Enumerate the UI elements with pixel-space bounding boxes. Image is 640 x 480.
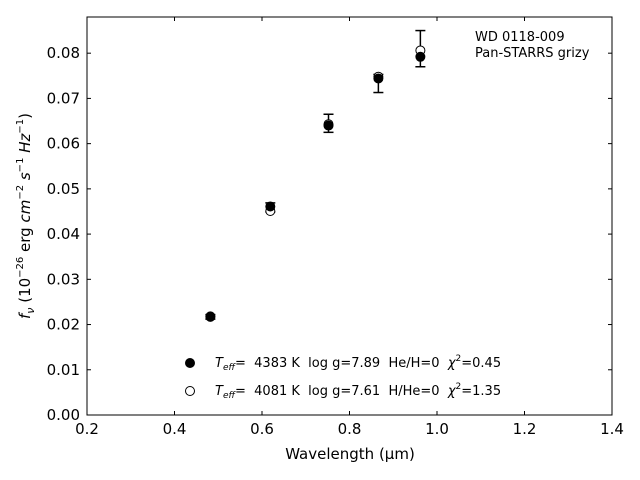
model-point-filled [265, 201, 276, 212]
y-tick-label: 0.07 [47, 89, 80, 107]
x-tick-label: 1.2 [513, 420, 537, 438]
model-point-filled [323, 120, 334, 131]
y-tick-label: 0.04 [47, 225, 80, 243]
y-tick-label: 0.03 [47, 270, 80, 288]
model-point-filled [373, 73, 384, 84]
object-name-annotation: WD 0118-009 [475, 30, 565, 45]
legend: Teff= 4383 K log g=7.89 He/H=0 χ2=0.45 T… [185, 354, 501, 401]
x-tick-label: 0.8 [338, 420, 362, 438]
legend-entry-open: Teff= 4081 K log g=7.61 H/He=0 χ2=1.35 [215, 382, 501, 401]
y-tick-label: 0.06 [47, 135, 80, 153]
model-point-filled [205, 311, 216, 322]
y-tick-label: 0.02 [47, 316, 80, 334]
x-tick-label: 0.4 [163, 420, 187, 438]
y-tick-label: 0.05 [47, 180, 80, 198]
model-point-filled [415, 51, 426, 62]
legend-marker-open [185, 386, 195, 396]
errorbar-layer [205, 29, 426, 320]
x-tick-label: 1.4 [600, 420, 624, 438]
y-axis-label: fν (10−26 erg cm−2 s−1 Hz−1) [15, 113, 37, 319]
x-tick-label: 1.0 [425, 420, 449, 438]
x-tick-label: 0.6 [250, 420, 274, 438]
marker-layer [205, 45, 426, 322]
y-tick-label: 0.08 [47, 44, 80, 62]
plot-frame [86, 16, 613, 416]
legend-entry-filled: Teff= 4383 K log g=7.89 He/H=0 χ2=0.45 [215, 354, 501, 373]
legend-marker-filled [185, 358, 195, 368]
y-tick-label: 0.01 [47, 361, 80, 379]
x-tick-label: 0.2 [75, 420, 99, 438]
ticks-layer: 0.2 0.4 0.6 0.8 1.0 1.2 1.4 0.00 0.01 0.02 0.03 0.0… [47, 17, 624, 438]
y-tick-label: 0.00 [47, 406, 80, 424]
x-axis-label: Wavelength (μm) [285, 445, 415, 463]
survey-annotation: Pan-STARRS grizy [475, 46, 590, 61]
